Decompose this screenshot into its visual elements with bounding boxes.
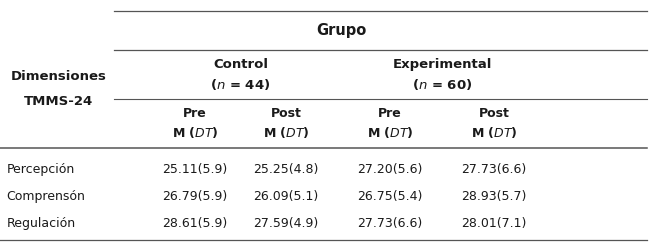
Text: Post: Post (270, 107, 302, 120)
Text: 26.75(5.4): 26.75(5.4) (358, 190, 423, 203)
Text: Post: Post (478, 107, 510, 120)
Text: M ($DT$): M ($DT$) (471, 125, 517, 141)
Text: 25.25(4.8): 25.25(4.8) (254, 163, 318, 176)
Text: Regulación: Regulación (6, 217, 75, 230)
Text: ($n$ = 60): ($n$ = 60) (412, 77, 472, 92)
Text: Pre: Pre (378, 107, 402, 120)
Text: Experimental: Experimental (393, 58, 491, 71)
Text: Comprensón: Comprensón (6, 190, 85, 203)
Text: ($n$ = 44): ($n$ = 44) (211, 77, 270, 92)
Text: 27.73(6.6): 27.73(6.6) (462, 163, 526, 176)
Text: TMMS-24: TMMS-24 (24, 95, 93, 108)
Text: Pre: Pre (183, 107, 207, 120)
Text: 26.09(5.1): 26.09(5.1) (254, 190, 318, 203)
Text: Control: Control (213, 58, 268, 71)
Text: 25.11(5.9): 25.11(5.9) (162, 163, 228, 176)
Text: 27.20(5.6): 27.20(5.6) (358, 163, 423, 176)
Text: Grupo: Grupo (316, 23, 367, 38)
Text: 28.61(5.9): 28.61(5.9) (162, 217, 228, 230)
Text: M ($DT$): M ($DT$) (263, 125, 309, 141)
Text: 27.59(4.9): 27.59(4.9) (254, 217, 318, 230)
Text: M ($DT$): M ($DT$) (367, 125, 413, 141)
Text: 27.73(6.6): 27.73(6.6) (358, 217, 423, 230)
Text: M ($DT$): M ($DT$) (172, 125, 218, 141)
Text: 28.93(5.7): 28.93(5.7) (462, 190, 526, 203)
Text: Dimensiones: Dimensiones (10, 70, 107, 83)
Text: 28.01(7.1): 28.01(7.1) (462, 217, 526, 230)
Text: 26.79(5.9): 26.79(5.9) (162, 190, 228, 203)
Text: Percepción: Percepción (6, 163, 75, 176)
